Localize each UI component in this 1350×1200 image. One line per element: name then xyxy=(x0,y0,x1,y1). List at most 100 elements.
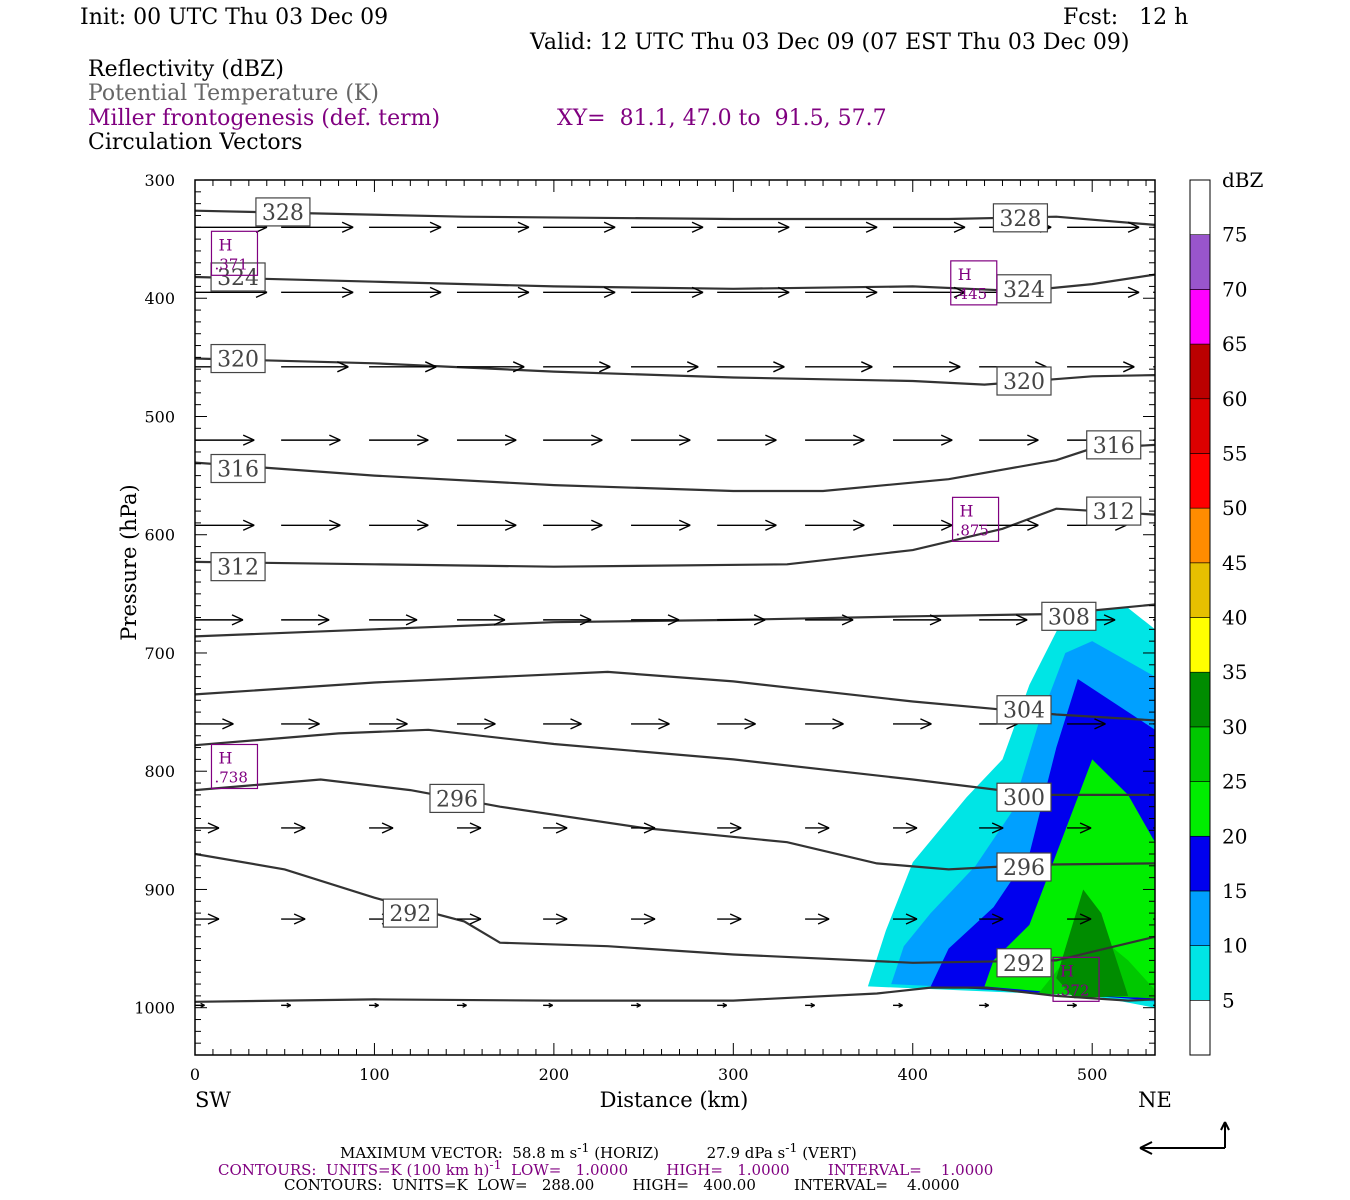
circulation-vector xyxy=(717,913,742,925)
colorbar-swatch xyxy=(1189,671,1211,728)
circulation-vector xyxy=(631,361,699,373)
circulation-vector xyxy=(805,614,854,626)
svg-text:292: 292 xyxy=(1003,952,1045,977)
circulation-vector xyxy=(717,221,790,233)
circulation-vector xyxy=(893,1002,903,1008)
x-tick-label: 100 xyxy=(359,1065,390,1084)
circulation-vector xyxy=(456,718,496,730)
colorbar-swatch xyxy=(1189,617,1211,673)
circulation-vector xyxy=(281,822,306,834)
circulation-vector xyxy=(1067,718,1106,730)
colorbar-level-label: 75 xyxy=(1222,223,1247,247)
reflectivity-region-30 xyxy=(1056,889,1129,999)
contours-theta-note: CONTOURS: UNITS=K LOW= 288.00 HIGH= 400.… xyxy=(284,1176,960,1194)
theta-contour-label: 292 xyxy=(382,898,438,928)
cross-section-endpoints: XY= 81.1, 47.0 to 91.5, 57.7 xyxy=(557,106,887,131)
theta-contour-label: 316 xyxy=(210,453,266,484)
colorbar-level-label: 70 xyxy=(1222,277,1247,301)
x-tick-label: 300 xyxy=(718,1065,749,1084)
circulation-vector xyxy=(369,718,408,730)
theta-contour-label: 292 xyxy=(996,948,1052,978)
circulation-vector xyxy=(281,434,341,446)
colorbar-level-label: 55 xyxy=(1222,441,1247,465)
circulation-vector xyxy=(281,361,349,373)
svg-text:H: H xyxy=(960,501,974,520)
circulation-vector xyxy=(1153,226,1155,228)
circulation-vector xyxy=(805,519,865,531)
circulation-vector xyxy=(979,822,1004,834)
circulation-vector xyxy=(281,221,354,233)
svg-text:296: 296 xyxy=(1003,856,1045,881)
circulation-vector xyxy=(717,1002,728,1008)
circulation-vector xyxy=(543,718,582,730)
circulation-vector xyxy=(893,913,918,925)
circulation-vector xyxy=(805,822,830,834)
circulation-vector xyxy=(195,718,234,730)
circulation-vector xyxy=(456,822,482,834)
circulation-vector xyxy=(631,718,670,730)
colorbar-level-label: 40 xyxy=(1222,606,1247,630)
circulation-vector xyxy=(195,614,244,626)
theta-contour-label: 324 xyxy=(996,274,1052,304)
circulation-vector xyxy=(1067,361,1135,373)
svg-text:312: 312 xyxy=(217,556,259,581)
circulation-vector xyxy=(631,913,656,925)
x-axis-label: Distance (km) xyxy=(600,1088,749,1112)
circulation-vector xyxy=(281,614,330,626)
x-tick-label: 0 xyxy=(190,1065,200,1084)
svg-text:316: 316 xyxy=(1093,434,1135,459)
svg-text:.875: .875 xyxy=(956,521,989,539)
theta-contour-312 xyxy=(195,507,1155,568)
circulation-vector xyxy=(805,1002,815,1008)
circulation-vector xyxy=(456,614,506,626)
field-potential-temperature: Potential Temperature (K) xyxy=(88,81,379,106)
ne-end-label: NE xyxy=(1138,1088,1172,1112)
circulation-vector xyxy=(1067,1002,1077,1008)
circulation-vector xyxy=(543,221,616,233)
circulation-vector xyxy=(805,913,830,925)
theta-contour-288 xyxy=(195,986,1155,1003)
circulation-vector xyxy=(979,519,1039,531)
circulation-vector xyxy=(893,519,953,531)
frontogenesis-maximum: H.738 xyxy=(210,743,259,790)
svg-text:308: 308 xyxy=(1048,605,1090,630)
circulation-vector xyxy=(543,614,592,626)
svg-text:328: 328 xyxy=(262,201,304,226)
colorbar-level-label: 30 xyxy=(1222,715,1247,739)
colorbar-level-label: 60 xyxy=(1222,387,1247,411)
circulation-vector xyxy=(717,519,777,531)
colorbar-title: dBZ xyxy=(1222,168,1264,192)
circulation-vector xyxy=(893,361,961,373)
svg-text:H: H xyxy=(958,265,972,284)
frontogenesis-maximum: H.875 xyxy=(951,496,1000,542)
colorbar-level-label: 45 xyxy=(1222,551,1247,575)
theta-contour-304 xyxy=(195,670,1155,722)
theta-contour-label: 300 xyxy=(996,782,1052,812)
circulation-vector xyxy=(631,221,704,233)
svg-text:292: 292 xyxy=(389,902,431,927)
y-tick-label: 500 xyxy=(144,407,175,426)
circulation-vector xyxy=(805,434,865,446)
theta-contour-label: 316 xyxy=(1086,430,1142,460)
frontogenesis-maximum: H.371 xyxy=(210,230,259,276)
colorbar-swatch xyxy=(1189,1000,1211,1056)
svg-text:324: 324 xyxy=(217,266,259,291)
circulation-vector xyxy=(456,1002,467,1008)
circulation-vector xyxy=(543,913,568,925)
circulation-vector xyxy=(1153,918,1155,920)
x-tick-label: 400 xyxy=(897,1065,928,1084)
svg-text:H: H xyxy=(1060,961,1074,980)
circulation-vector xyxy=(281,286,354,298)
field-frontogenesis: Miller frontogenesis (def. term) xyxy=(88,106,441,131)
theta-contour-label: 312 xyxy=(210,552,266,582)
circulation-vector xyxy=(631,434,691,446)
circulation-vector xyxy=(369,822,394,834)
circulation-vector xyxy=(543,434,603,446)
circulation-vector xyxy=(979,1002,990,1008)
colorbar-level-label: 20 xyxy=(1222,824,1247,848)
field-circulation-vectors: Circulation Vectors xyxy=(88,130,303,155)
forecast-hour: Fcst: 12 h xyxy=(1063,5,1189,30)
theta-contour-label: 308 xyxy=(1041,601,1097,631)
y-tick-label: 300 xyxy=(144,171,175,190)
